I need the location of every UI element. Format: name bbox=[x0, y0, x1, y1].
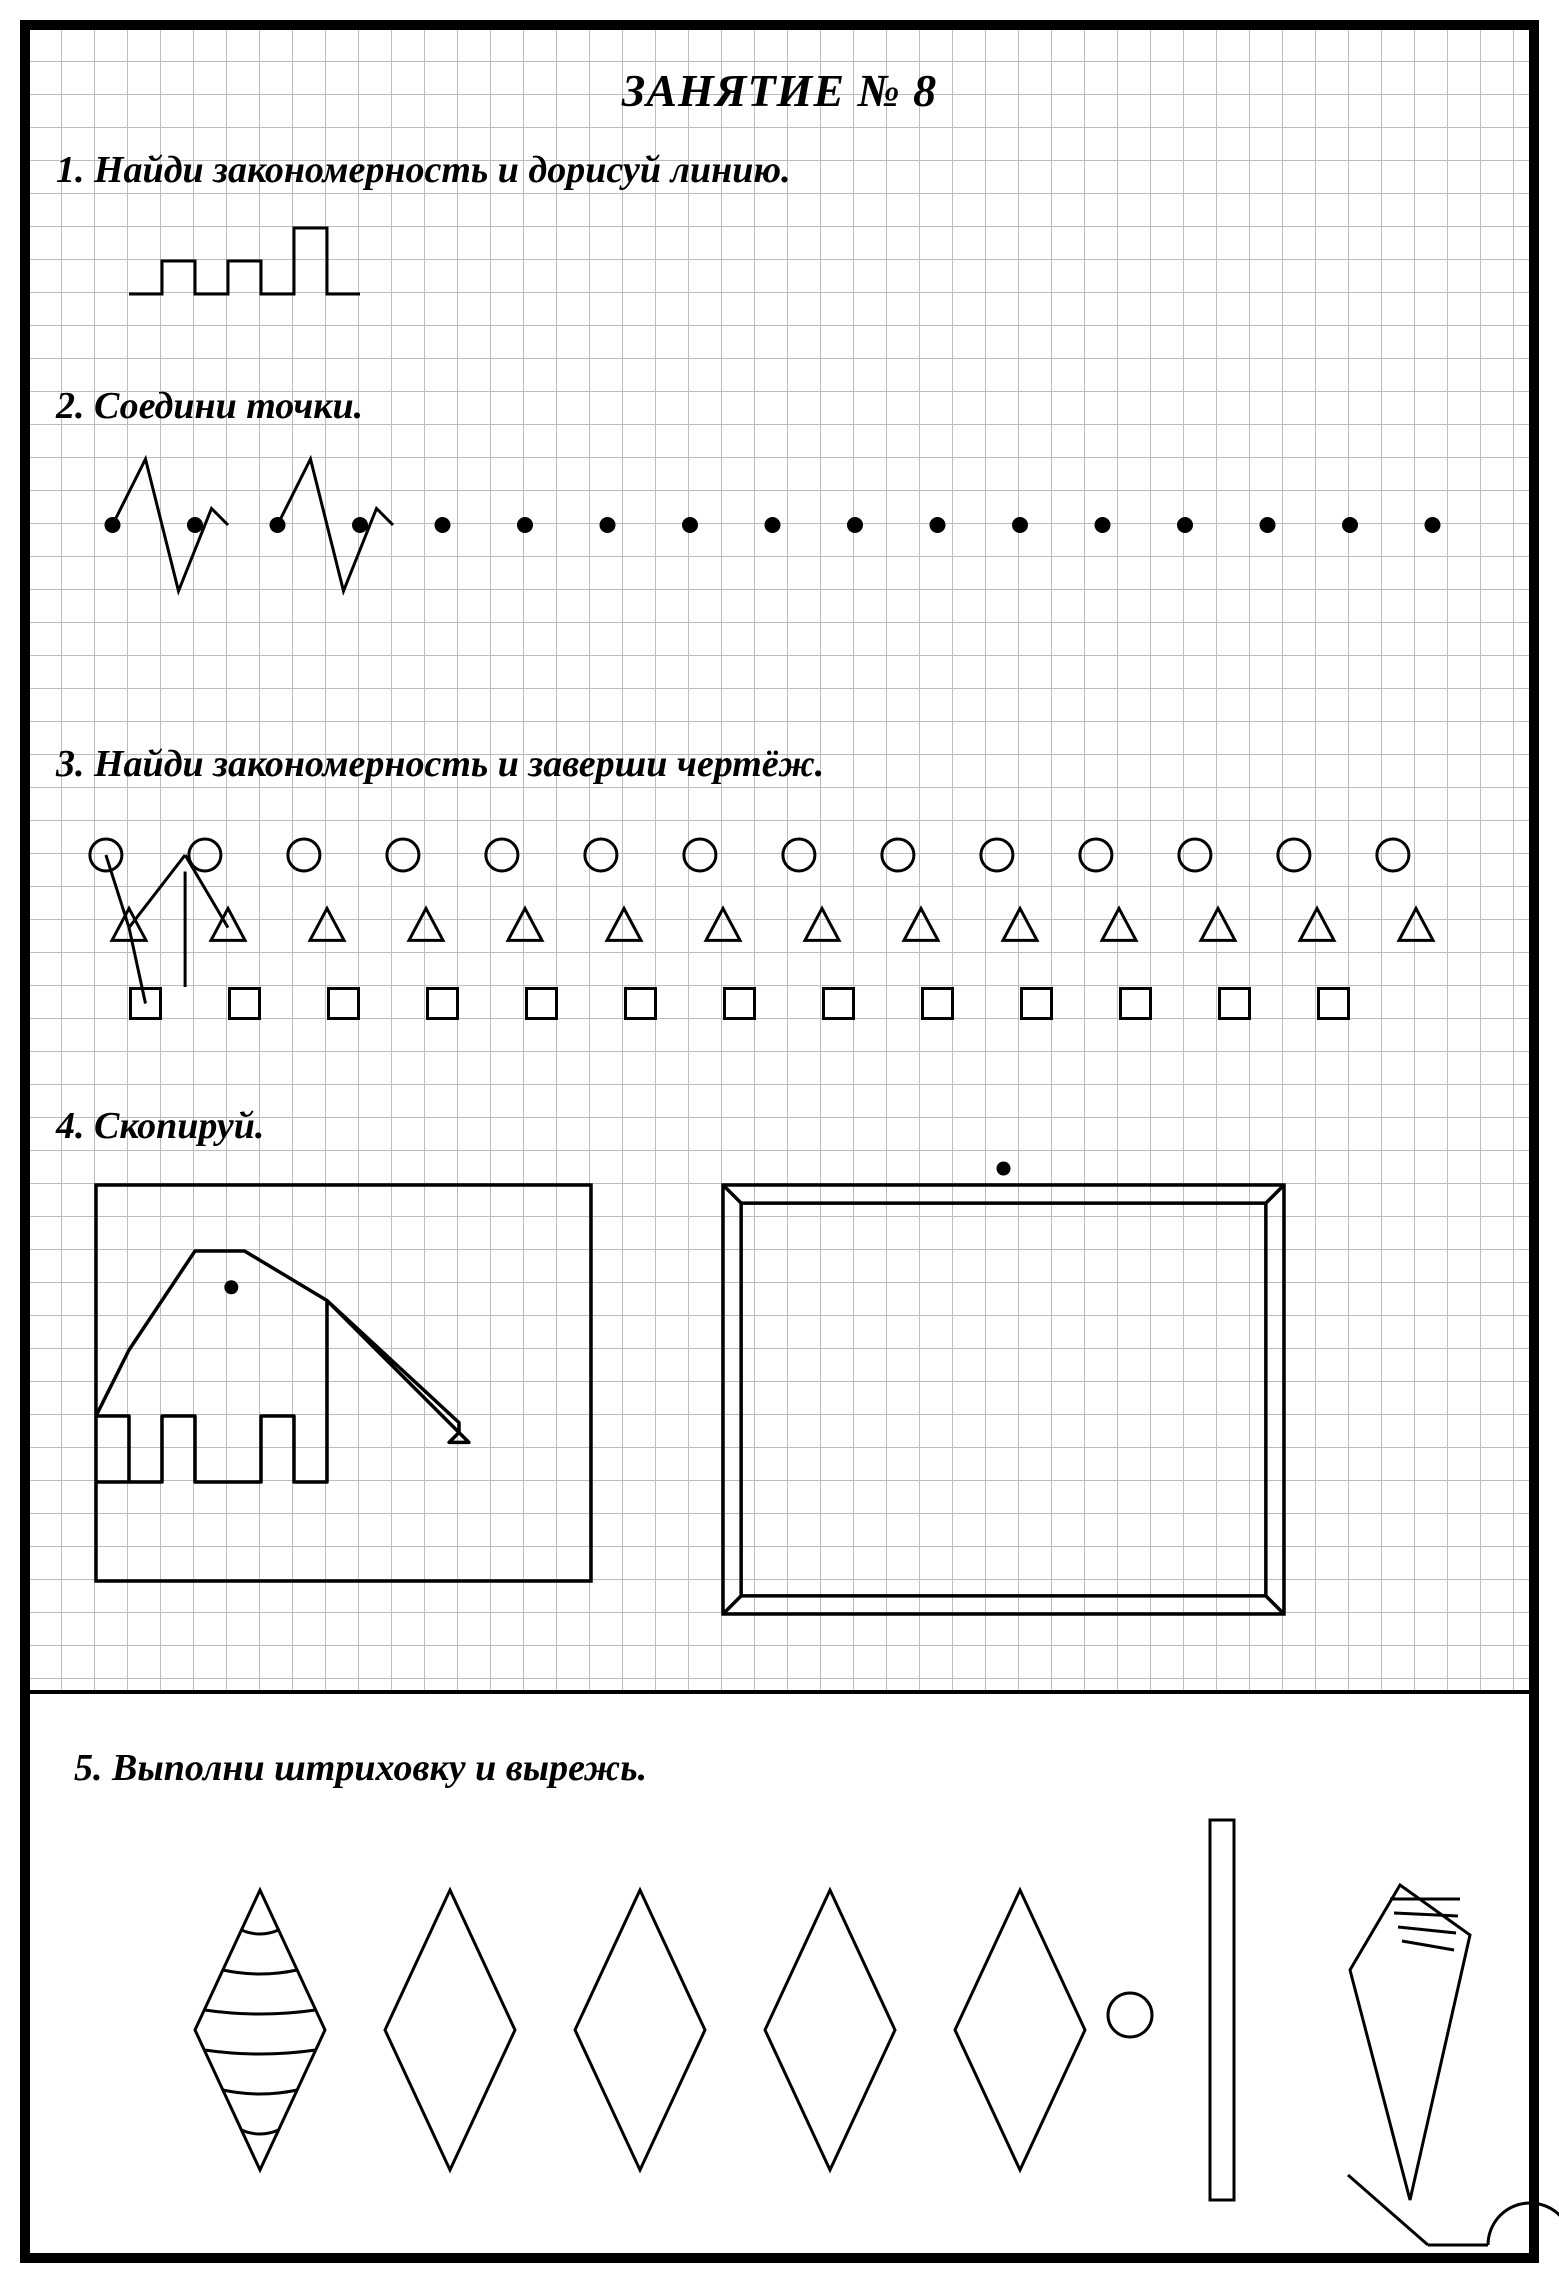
worksheet-page: ЗАНЯТИЕ № 8 1. Найди закономерность и до… bbox=[20, 20, 1539, 2263]
ex5-shapes bbox=[30, 30, 1559, 2273]
